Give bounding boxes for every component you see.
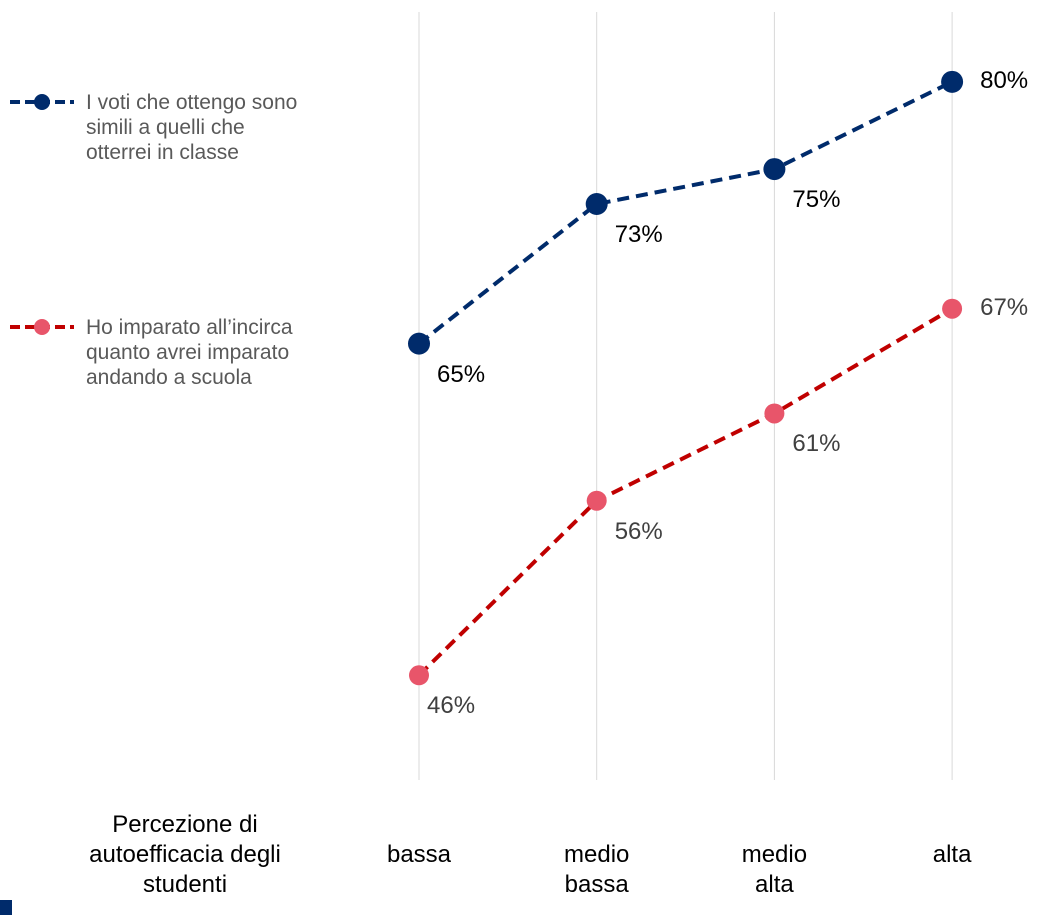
marker [942,298,963,319]
marker [408,332,430,355]
series-line [417,307,954,677]
series-line [417,80,953,346]
data-label: 56% [614,517,663,545]
x-axis-title: Percezione di autoefficacia degli studen… [89,811,281,898]
data-label: 65% [437,360,486,388]
data-label: 75% [792,186,841,214]
marker [585,193,608,215]
x-tick-label: bassa [386,841,452,868]
x-tick-label: alta [932,841,972,868]
marker [941,70,964,93]
legend-marker [34,94,50,110]
marker [586,490,607,511]
legend-marker [34,319,50,335]
x-tick-label: medio bassa [564,841,630,898]
data-label: 67% [980,293,1029,321]
marker [763,158,786,181]
data-label: 73% [614,221,663,248]
marker [409,665,429,686]
marker [764,403,785,424]
data-label: 61% [792,430,841,458]
legend-label: Ho imparato all’incirca quanto avrei imp… [86,316,293,389]
legend-label: I voti che ottengo sono simili a quelli … [86,91,298,164]
data-label: 46% [427,692,476,720]
x-tick-label: medio alta [741,841,808,898]
corner-decoration [0,900,12,915]
data-label: 80% [980,66,1029,94]
